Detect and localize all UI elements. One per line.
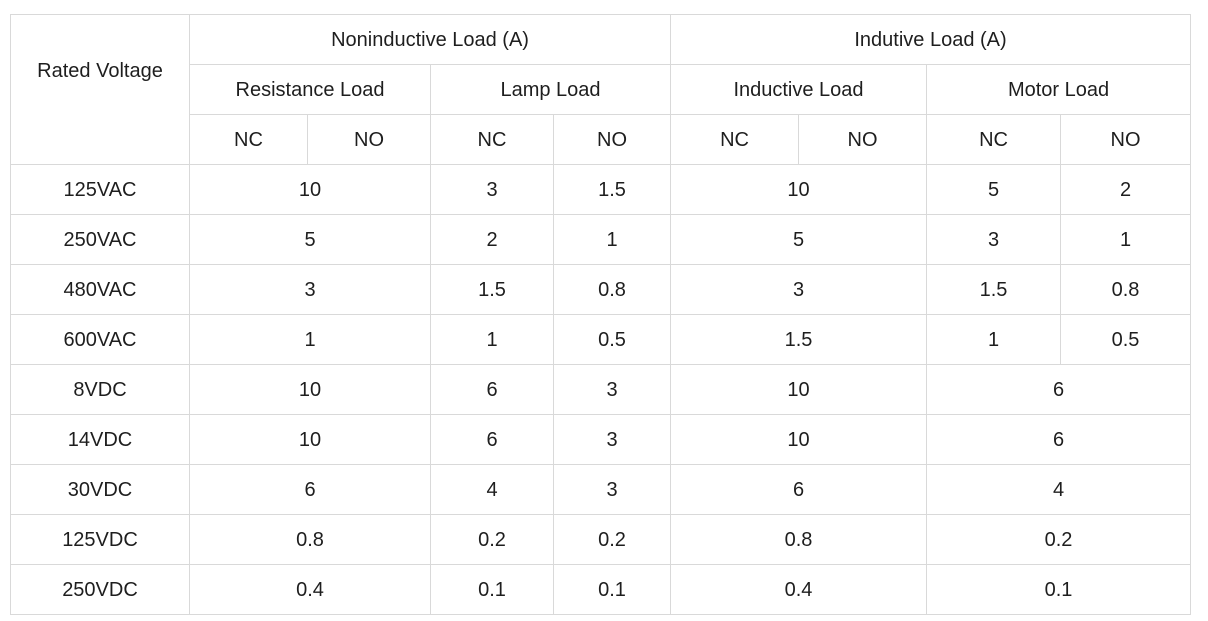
resistance-nc-header: NC [189, 114, 308, 165]
motor-no-cell: 0.5 [1060, 314, 1192, 365]
table-row: 30VDC 6 4 3 6 4 [10, 464, 1192, 515]
table-row: 250VAC 5 2 1 5 3 1 [10, 214, 1192, 265]
table-row: 125VDC 0.8 0.2 0.2 0.8 0.2 [10, 514, 1192, 565]
inductive-load-cell: 0.8 [670, 514, 928, 565]
lamp-no-cell: 1.5 [552, 164, 672, 215]
table-body: 125VAC 10 3 1.5 10 5 2 250VAC 5 2 1 5 3 … [10, 164, 1192, 615]
motor-no-cell: 0.8 [1060, 264, 1192, 315]
motor-nc-cell: 1 [926, 314, 1062, 365]
lamp-nc-cell: 4 [430, 464, 554, 515]
resistance-load-cell: 5 [189, 214, 431, 265]
table-header: Rated Voltage Noninductive Load (A) Indu… [10, 14, 1192, 165]
lamp-no-cell: 3 [552, 464, 672, 515]
lamp-nc-cell: 1 [430, 314, 554, 365]
resistance-no-header: NO [307, 114, 431, 165]
table-row: 250VDC 0.4 0.1 0.1 0.4 0.1 [10, 564, 1192, 615]
motor-nc-header: NC [926, 114, 1062, 165]
inductive-load-cell: 10 [670, 364, 928, 415]
inductive-load-cell: 10 [670, 164, 928, 215]
inductive-no-header: NO [798, 114, 928, 165]
lamp-nc-cell: 2 [430, 214, 554, 265]
lamp-nc-cell: 3 [430, 164, 554, 215]
voltage-cell: 14VDC [10, 414, 190, 465]
voltage-cell: 600VAC [10, 314, 190, 365]
voltage-cell: 125VDC [10, 514, 190, 565]
motor-nc-cell: 1.5 [926, 264, 1062, 315]
inductive-load-cell: 5 [670, 214, 928, 265]
lamp-nc-header: NC [430, 114, 554, 165]
lamp-no-cell: 3 [552, 364, 672, 415]
lamp-no-cell: 0.8 [552, 264, 672, 315]
lamp-nc-cell: 1.5 [430, 264, 554, 315]
table-row: 480VAC 3 1.5 0.8 3 1.5 0.8 [10, 264, 1192, 315]
voltage-cell: 8VDC [10, 364, 190, 415]
lamp-load-header: Lamp Load [429, 64, 672, 115]
inductive-load-cell: 1.5 [670, 314, 928, 365]
lamp-no-cell: 1 [552, 214, 672, 265]
motor-nc-cell: 5 [926, 164, 1062, 215]
voltage-cell: 250VDC [10, 564, 190, 615]
resistance-load-cell: 10 [189, 414, 431, 465]
header-row-groups: Rated Voltage Noninductive Load (A) Indu… [10, 14, 1192, 165]
resistance-load-cell: 3 [189, 264, 431, 315]
header-row-contacts: NC NO NC NO NC NO NC NO [11, 114, 1192, 165]
resistance-load-cell: 0.4 [189, 564, 431, 615]
inductive-load-cell: 10 [670, 414, 928, 465]
header-row-load-types: Resistance Load Lamp Load Inductive Load… [11, 64, 1192, 115]
motor-load-cell: 4 [926, 464, 1192, 515]
lamp-no-cell: 0.2 [552, 514, 672, 565]
lamp-no-cell: 0.5 [552, 314, 672, 365]
inductive-load-cell: 3 [670, 264, 928, 315]
motor-load-header: Motor Load [926, 64, 1192, 115]
lamp-nc-cell: 0.1 [430, 564, 554, 615]
voltage-cell: 480VAC [10, 264, 190, 315]
voltage-cell: 30VDC [10, 464, 190, 515]
table-row: 8VDC 10 6 3 10 6 [10, 364, 1192, 415]
resistance-load-header: Resistance Load [189, 64, 431, 115]
table-row: 600VAC 1 1 0.5 1.5 1 0.5 [10, 314, 1192, 365]
table-row: 14VDC 10 6 3 10 6 [10, 414, 1192, 465]
inductive-load-header: Inductive Load [670, 64, 928, 115]
voltage-cell: 125VAC [10, 164, 190, 215]
motor-load-cell: 6 [926, 364, 1192, 415]
voltage-cell: 250VAC [10, 214, 190, 265]
resistance-load-cell: 6 [189, 464, 431, 515]
resistance-load-cell: 1 [189, 314, 431, 365]
motor-no-cell: 1 [1060, 214, 1192, 265]
motor-load-cell: 0.2 [926, 514, 1192, 565]
lamp-nc-cell: 6 [430, 364, 554, 415]
lamp-no-header: NO [552, 114, 672, 165]
inductive-load-cell: 6 [670, 464, 928, 515]
motor-nc-cell: 3 [926, 214, 1062, 265]
noninductive-load-header: Noninductive Load (A) [188, 14, 672, 65]
inductive-nc-header: NC [670, 114, 800, 165]
lamp-no-cell: 0.1 [552, 564, 672, 615]
lamp-nc-cell: 0.2 [430, 514, 554, 565]
motor-load-cell: 6 [926, 414, 1192, 465]
inductive-load-cell: 0.4 [670, 564, 928, 615]
lamp-nc-cell: 6 [430, 414, 554, 465]
motor-no-header: NO [1060, 114, 1192, 165]
contact-rating-table: Rated Voltage Noninductive Load (A) Indu… [10, 14, 1192, 615]
rated-voltage-header: Rated Voltage [10, 14, 190, 165]
table-row: 125VAC 10 3 1.5 10 5 2 [10, 164, 1192, 215]
motor-no-cell: 2 [1060, 164, 1192, 215]
motor-load-cell: 0.1 [926, 564, 1192, 615]
inductive-load-group-header: Indutive Load (A) [670, 14, 1192, 65]
resistance-load-cell: 10 [189, 364, 431, 415]
lamp-no-cell: 3 [552, 414, 672, 465]
resistance-load-cell: 10 [189, 164, 431, 215]
resistance-load-cell: 0.8 [189, 514, 431, 565]
